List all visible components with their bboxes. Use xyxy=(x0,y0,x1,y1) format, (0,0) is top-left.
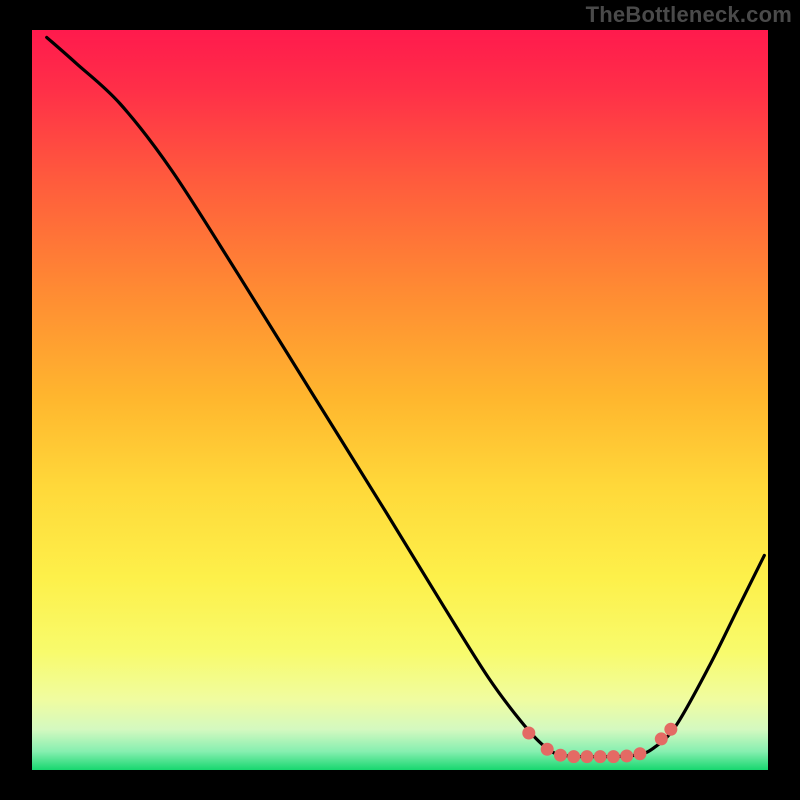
marker-dot xyxy=(594,750,607,763)
plot-svg xyxy=(32,30,768,770)
marker-dot xyxy=(664,723,677,736)
marker-dot xyxy=(633,747,646,760)
marker-dot xyxy=(522,727,535,740)
marker-dot xyxy=(607,750,620,763)
plot-area xyxy=(32,30,768,770)
watermark-text: TheBottleneck.com xyxy=(586,2,792,28)
marker-dot xyxy=(567,750,580,763)
marker-dot xyxy=(655,732,668,745)
marker-dot xyxy=(580,750,593,763)
gradient-background xyxy=(32,30,768,770)
marker-dot xyxy=(541,743,554,756)
figure-root: TheBottleneck.com xyxy=(0,0,800,800)
marker-dot xyxy=(554,749,567,762)
marker-dot xyxy=(620,749,633,762)
